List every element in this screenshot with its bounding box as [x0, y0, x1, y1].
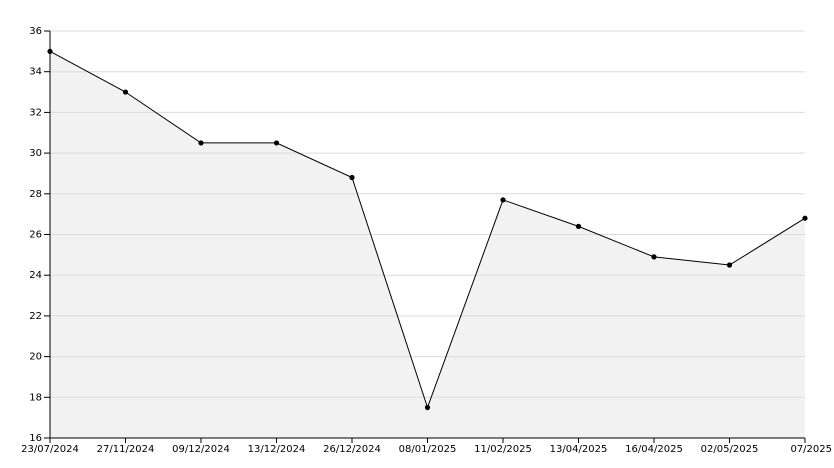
- marker: [122, 89, 129, 95]
- marker: [349, 174, 355, 181]
- marker: [273, 140, 280, 146]
- y-tick-label: 18: [29, 392, 42, 403]
- marker: [500, 197, 506, 203]
- marker: [802, 215, 808, 221]
- y-tick-label: 36: [29, 26, 42, 37]
- y-tick-label: 30: [29, 148, 42, 159]
- x-tick-label: 13/12/2024: [248, 444, 306, 455]
- marker: [424, 404, 431, 411]
- x-tick-label: 02/05/2025: [701, 444, 759, 455]
- x-tick-label: 16/04/2025: [625, 444, 683, 455]
- y-tick-label: 26: [29, 230, 42, 241]
- x-tick-label: 13/04/2025: [550, 444, 608, 455]
- y-tick-label: 24: [29, 270, 42, 281]
- y-tick-label: 20: [29, 352, 42, 363]
- x-tick-label: 07/2025: [790, 444, 832, 455]
- x-tick-label: 11/02/2025: [474, 444, 532, 455]
- marker: [651, 254, 657, 260]
- y-tick-label: 22: [29, 311, 42, 322]
- x-tick-label: 08/01/2025: [399, 444, 457, 455]
- area: [50, 51, 805, 438]
- x-tick-label: 23/07/2024: [21, 444, 79, 455]
- marker: [726, 262, 733, 268]
- marker: [575, 223, 582, 229]
- x-tick-label: 27/11/2024: [97, 444, 155, 455]
- x-tick-label: 26/12/2024: [323, 444, 381, 455]
- y-tick-label: 32: [29, 107, 42, 118]
- marker: [47, 48, 53, 54]
- x-tick-label: 09/12/2024: [172, 444, 230, 455]
- y-tick-label: 28: [29, 189, 42, 200]
- y-tick-label: 34: [29, 67, 42, 78]
- marker: [198, 140, 204, 146]
- y-tick-label: 16: [29, 433, 42, 444]
